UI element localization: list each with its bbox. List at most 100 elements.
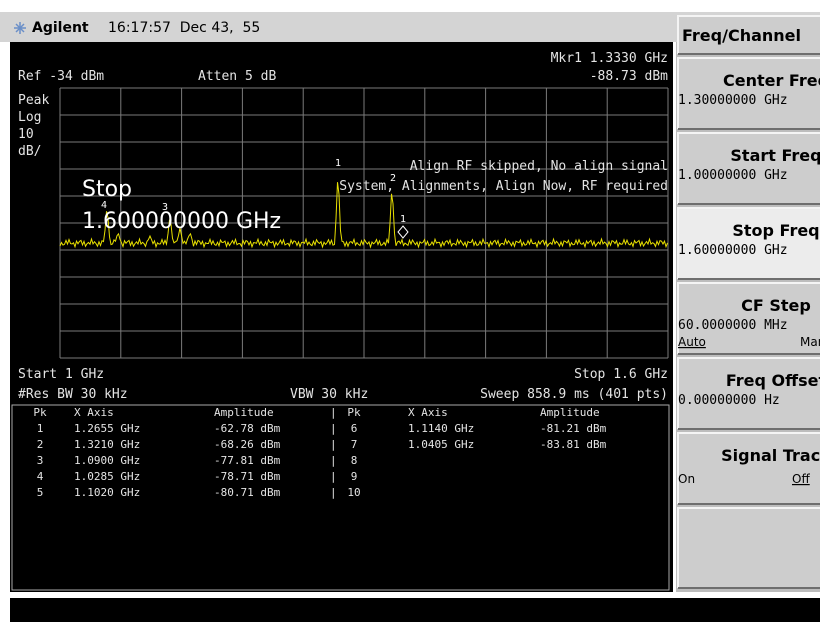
bevel-light [677, 132, 820, 204]
bevel-light [677, 15, 820, 54]
separator: | [330, 438, 337, 451]
softkey-label: Stop Freq [732, 221, 819, 240]
bevel-dark [678, 53, 820, 55]
table-cell: -83.81 dBm [540, 438, 607, 451]
table-cell: 1.1020 GHz [74, 486, 140, 499]
softkey-label: CF Step [741, 296, 811, 315]
separator: | [330, 470, 337, 483]
softkey-title: Freq/Channel [682, 26, 801, 45]
softkey-label: Start Freq [730, 146, 820, 165]
softkey-label: Center Freq [723, 71, 820, 90]
softkey[interactable] [678, 283, 820, 354]
softkey-value: 1.30000000 GHz [678, 93, 788, 108]
reference-level: Ref -34 dBm [18, 69, 104, 84]
softkey[interactable] [678, 358, 820, 429]
attenuation: Atten 5 dB [198, 69, 276, 84]
table-cell: 3 [37, 454, 44, 467]
softkey[interactable] [678, 133, 820, 204]
trace-marker-label: 1 [400, 214, 406, 225]
scale-label: dB/ [18, 144, 41, 159]
display [10, 42, 673, 592]
status-bar [10, 598, 820, 622]
marker-diamond [397, 225, 409, 239]
table-cell: 1 [37, 422, 44, 435]
scale-label: 10 [18, 127, 34, 142]
separator: | [330, 486, 337, 499]
stop-frequency: Stop 1.6 GHz [574, 367, 668, 382]
bevel-light [677, 357, 820, 429]
table-cell: 1.3210 GHz [74, 438, 140, 451]
table-cell: 10 [347, 486, 360, 499]
softkey-value: 1.00000000 GHz [678, 168, 788, 183]
sweep-time: Sweep 858.9 ms (401 pts) [480, 387, 668, 402]
table-cell: 2 [37, 438, 44, 451]
table-cell: -68.26 dBm [214, 438, 281, 451]
start-frequency: Start 1 GHz [18, 367, 104, 382]
table-cell: 5 [37, 486, 44, 499]
bevel-dark [678, 503, 820, 505]
table-header: Pk [347, 406, 361, 419]
marker-amplitude: -88.73 dBm [590, 69, 668, 84]
softkey[interactable] [678, 58, 820, 129]
softkey-option: Man [800, 335, 820, 349]
table-cell: 1.0285 GHz [74, 470, 140, 483]
agilent-logo [14, 22, 26, 34]
softkey[interactable] [678, 433, 820, 504]
alignment-message: Align RF skipped, No align signal [410, 159, 668, 174]
bevel-light [677, 282, 820, 354]
table-header: Pk [33, 406, 47, 419]
softkey-value: 1.60000000 GHz [678, 243, 788, 258]
softkey[interactable] [678, 208, 820, 279]
trace-marker-label: 3 [162, 202, 168, 213]
bevel-dark [678, 353, 820, 355]
softkey-blank [678, 508, 820, 588]
softkey-value: 60.0000000 MHz [678, 318, 788, 333]
table-cell: -80.71 dBm [214, 486, 281, 499]
softkey-option: Off [792, 472, 810, 486]
table-header: Amplitude [214, 406, 274, 419]
active-function-value: 1.600000000 GHz [82, 209, 281, 234]
trace-marker-label: 1 [335, 158, 341, 169]
table-header: Amplitude [540, 406, 600, 419]
table-cell: 8 [351, 454, 358, 467]
softkey-label: Signal Track [721, 446, 820, 465]
scale-label: Log [18, 110, 41, 125]
bevel-dark [678, 203, 820, 205]
bevel-dark [678, 587, 820, 589]
table-cell: -62.78 dBm [214, 422, 281, 435]
separator: | [330, 422, 337, 435]
table-cell: -81.21 dBm [540, 422, 607, 435]
softkey-option: Auto [678, 335, 706, 349]
table-frame [11, 404, 670, 591]
alignment-message: System, Alignments, Align Now, RF requir… [339, 179, 668, 194]
table-header: X Axis [408, 406, 448, 419]
datetime: 16:17:57 Dec 43, 55 [108, 20, 260, 36]
table-cell: 1.0900 GHz [74, 454, 140, 467]
table-header: X Axis [74, 406, 114, 419]
bevel-light [677, 507, 820, 588]
softkey-title-box [678, 16, 820, 54]
table-cell: -77.81 dBm [214, 454, 281, 467]
table-cell: 1.0405 GHz [408, 438, 474, 451]
graticule [59, 87, 669, 359]
bevel-dark [678, 128, 820, 130]
table-cell: 6 [351, 422, 358, 435]
scale-label: Peak [18, 93, 49, 108]
table-cell: -78.71 dBm [214, 470, 281, 483]
brand: Agilent [32, 20, 89, 36]
bevel-light [677, 432, 820, 504]
table-cell: 1.1140 GHz [408, 422, 474, 435]
separator: | [330, 454, 337, 467]
softkey-value: 0.00000000 Hz [678, 393, 780, 408]
trace-marker-label: 2 [390, 173, 396, 184]
softkey-label: Freq Offset [726, 371, 820, 390]
bevel-dark [678, 428, 820, 430]
bevel-light [677, 57, 820, 129]
table-cell: 7 [351, 438, 358, 451]
bevel-dark [678, 278, 820, 280]
bevel-light [677, 207, 820, 279]
active-function-label: Stop [82, 177, 132, 202]
softkey-option: On [678, 472, 695, 486]
table-cell: 4 [37, 470, 44, 483]
